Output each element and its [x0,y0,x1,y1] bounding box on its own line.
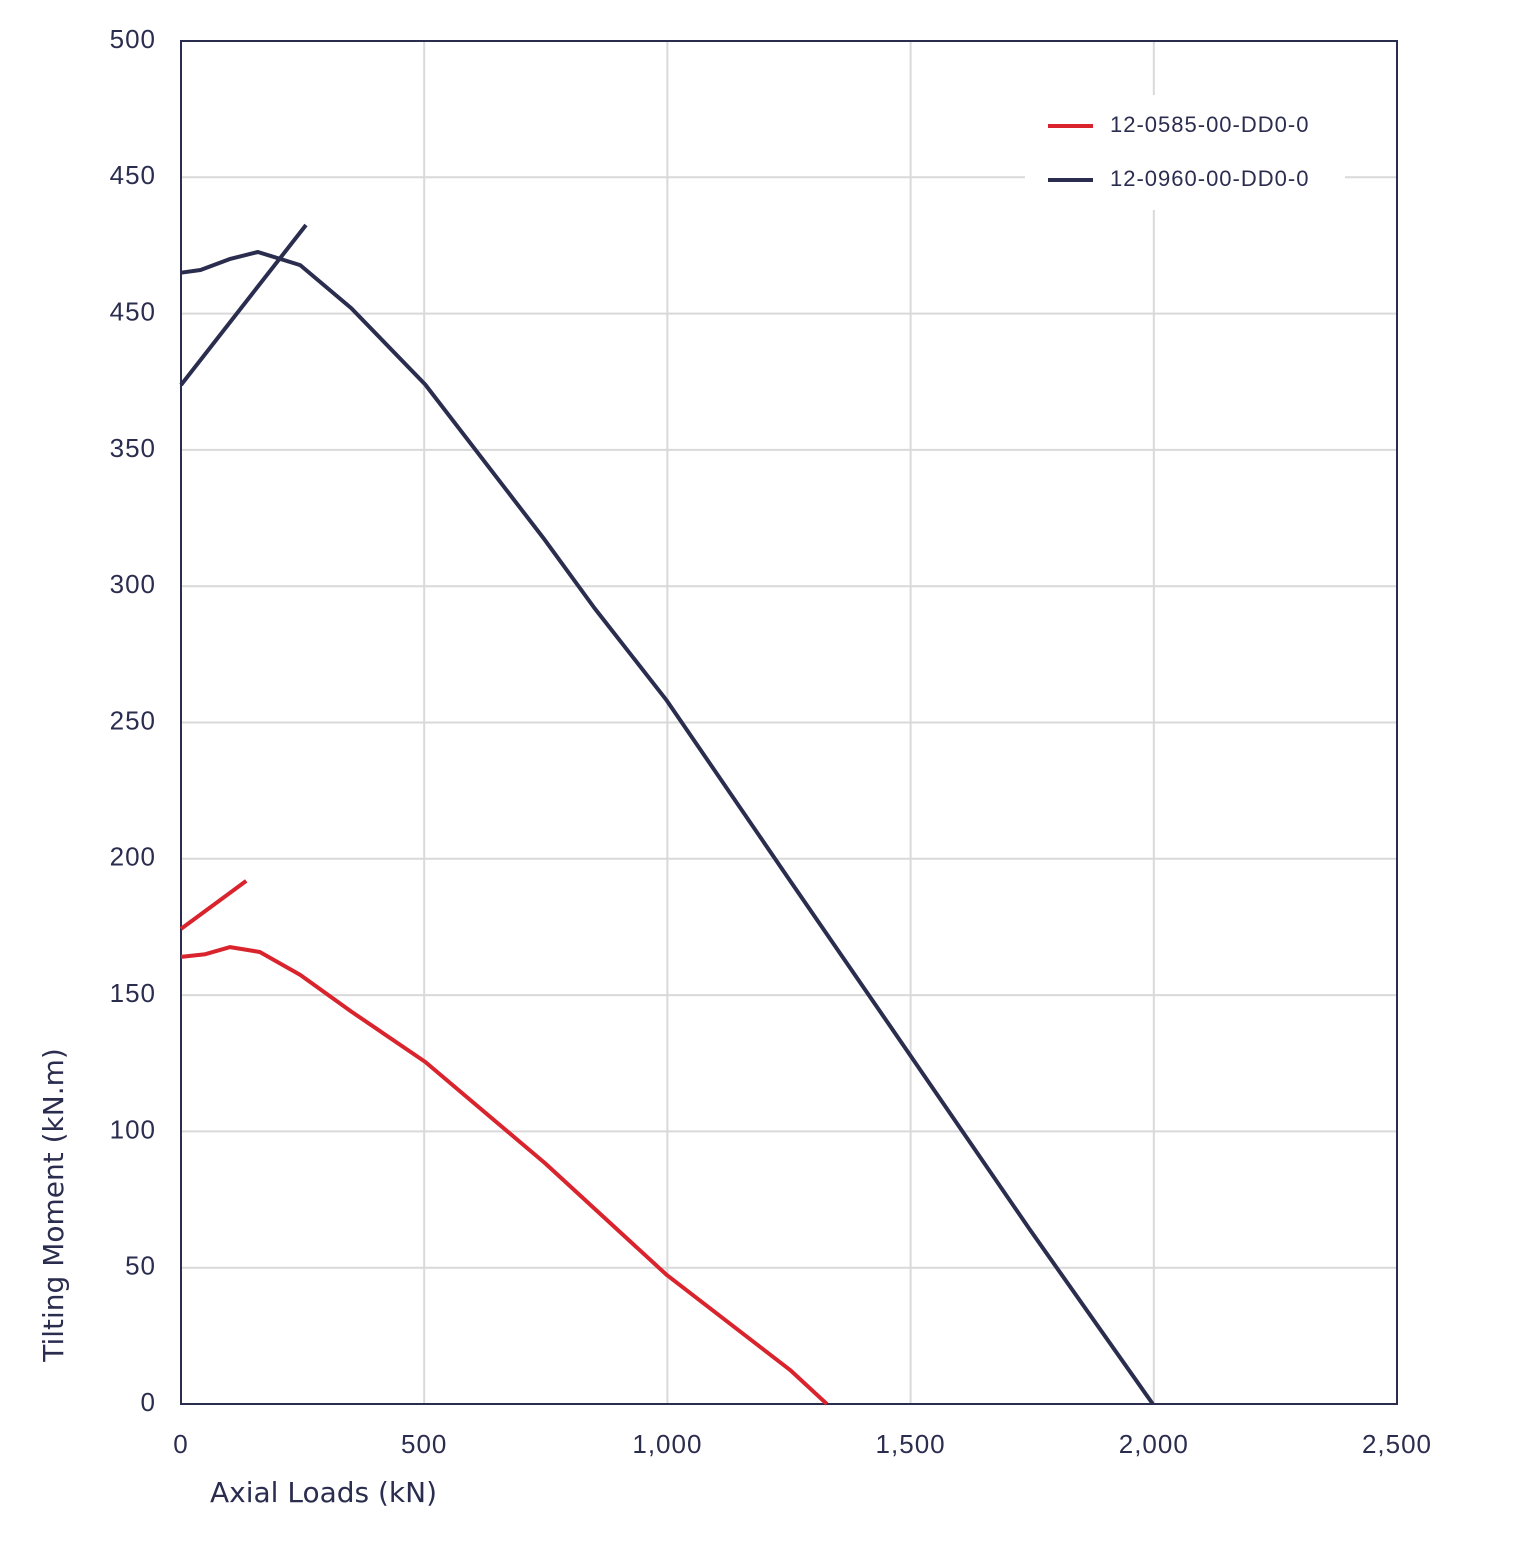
x-axis-title: Axial Loads (kN) [210,1476,437,1509]
series-line [179,223,1155,1406]
y-tick-label: 150 [110,978,156,1008]
y-tick-label: 300 [110,569,156,599]
y-tick-label: 250 [110,705,156,735]
y-axis-title: Tilting Moment (kN.m) [37,1048,70,1363]
x-tick-label: 2,500 [1362,1429,1432,1459]
y-tick-label: 500 [110,24,156,54]
legend-box [1025,95,1345,210]
x-tick-label: 1,500 [876,1429,946,1459]
y-tick-label: 100 [110,1114,156,1144]
y-tick-label: 0 [141,1387,156,1417]
series-line [179,879,829,1406]
y-tick-label: 450 [110,160,156,190]
x-tick-label: 1,000 [632,1429,702,1459]
plot-frame [180,40,1398,1405]
y-tick-label: 200 [110,842,156,872]
x-tick-label: 2,000 [1119,1429,1189,1459]
legend-label: 12-0585-00-DD0-0 [1110,112,1309,137]
y-tick-label: 450 [110,296,156,326]
x-tick-label: 0 [173,1429,188,1459]
legend-label: 12-0960-00-DD0-0 [1110,166,1309,191]
y-tick-label: 50 [125,1251,156,1281]
y-tick-label: 350 [110,433,156,463]
x-tick-label: 500 [401,1429,447,1459]
